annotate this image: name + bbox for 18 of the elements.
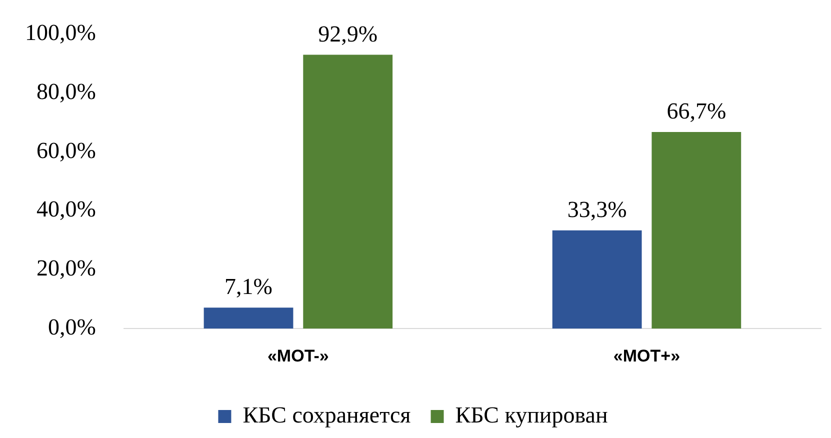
bar <box>652 132 742 329</box>
y-tick-label: 60,0% <box>36 138 96 163</box>
data-label: 92,9% <box>318 21 378 46</box>
legend-label: КБС сохраняется <box>242 402 412 428</box>
y-tick-label: 80,0% <box>36 78 96 104</box>
x-tick-label: «MOT-» <box>267 346 329 366</box>
x-tick-label: «MOT+» <box>613 346 680 366</box>
y-tick-label: 40,0% <box>36 196 96 222</box>
y-tick-label: 0,0% <box>48 314 96 340</box>
data-label: 7,1% <box>224 274 272 300</box>
y-tick-label: 20,0% <box>36 256 96 281</box>
data-label: 66,7% <box>666 98 726 124</box>
bar <box>204 308 294 329</box>
data-label: 33,3% <box>567 196 627 222</box>
y-tick-label: 100,0% <box>24 20 96 45</box>
bar <box>303 54 393 329</box>
legend-label: КБС купирован <box>455 402 608 428</box>
bar <box>552 230 642 329</box>
